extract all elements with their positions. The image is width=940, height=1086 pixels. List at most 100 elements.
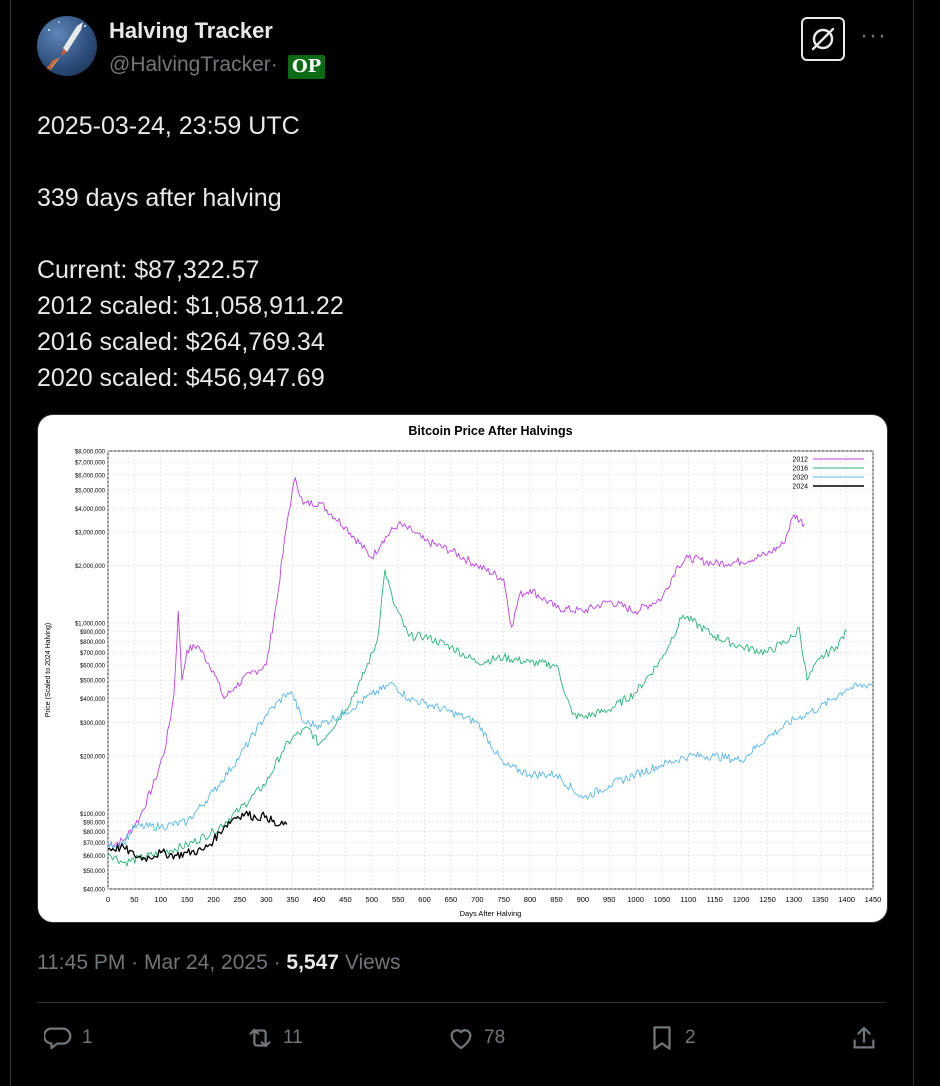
post-date[interactable]: Mar 24, 2025 bbox=[144, 951, 268, 974]
grok-button[interactable] bbox=[801, 17, 845, 61]
tweet-line-2012: 2012 scaled: $1,058,911.22 bbox=[37, 292, 344, 320]
x-tick-label: 400 bbox=[313, 895, 326, 904]
x-tick-label: 150 bbox=[181, 895, 194, 904]
legend-label: 2024 bbox=[792, 484, 808, 491]
y-tick-label: $800,000 bbox=[80, 640, 106, 646]
y-tick-label: $80,000 bbox=[83, 830, 105, 836]
y-tick-label: $500,000 bbox=[80, 679, 106, 685]
legend-label: 2020 bbox=[792, 475, 808, 482]
x-tick-label: 1150 bbox=[707, 895, 723, 904]
author-handle[interactable]: @HalvingTracker· bbox=[109, 53, 278, 76]
x-tick-label: 1300 bbox=[786, 895, 803, 904]
views-label: Views bbox=[338, 951, 401, 974]
retweet-icon bbox=[249, 1028, 271, 1048]
x-tick-label: 1100 bbox=[680, 895, 696, 904]
x-tick-label: 1350 bbox=[812, 895, 829, 904]
like-count: 78 bbox=[484, 1027, 506, 1048]
y-tick-label: $2,000,000 bbox=[75, 564, 106, 570]
tweet-line-days: 339 days after halving bbox=[37, 184, 282, 212]
x-tick-label: 850 bbox=[550, 895, 563, 904]
y-tick-label: $300,000 bbox=[80, 721, 106, 727]
x-tick-label: 100 bbox=[155, 895, 168, 904]
share-button[interactable] bbox=[849, 1020, 879, 1056]
x-tick-label: 1450 bbox=[865, 895, 882, 904]
x-tick-label: 700 bbox=[471, 895, 484, 904]
x-tick-label: 1400 bbox=[838, 895, 855, 904]
legend-label: 2012 bbox=[792, 457, 808, 464]
bookmark-button[interactable]: 2 bbox=[647, 1020, 696, 1056]
reply-button[interactable]: 1 bbox=[44, 1020, 93, 1056]
y-tick-label: $40,000 bbox=[83, 888, 105, 894]
x-tick-label: 200 bbox=[207, 895, 220, 904]
chart-title: Bitcoin Price After Halvings bbox=[408, 424, 572, 438]
divider bbox=[37, 1002, 886, 1003]
y-tick-label: $70,000 bbox=[83, 841, 105, 847]
more-icon[interactable]: ··· bbox=[860, 22, 887, 49]
series-line-2020 bbox=[107, 681, 874, 849]
reply-count: 1 bbox=[82, 1027, 93, 1048]
tweet-meta: 11:45 PM · Mar 24, 2025 · 5,547 Views bbox=[37, 951, 400, 975]
x-tick-label: 750 bbox=[497, 895, 510, 904]
retweet-button[interactable]: 11 bbox=[245, 1020, 303, 1056]
avatar[interactable] bbox=[37, 16, 97, 76]
x-tick-label: 0 bbox=[106, 895, 110, 904]
y-tick-label: $700,000 bbox=[80, 651, 106, 657]
y-tick-label: $3,000,000 bbox=[75, 531, 106, 537]
y-tick-label: $600,000 bbox=[80, 664, 106, 670]
chart: 0 50 100 150 200 250 300 350 400 450 500 550 600 650 7… bbox=[45, 424, 882, 918]
x-tick-label: 1250 bbox=[759, 895, 776, 904]
series-line-2012 bbox=[107, 477, 805, 848]
views-count: 5,547 bbox=[286, 951, 339, 974]
x-tick-label: 550 bbox=[392, 895, 405, 904]
y-tick-label: $90,000 bbox=[83, 820, 105, 826]
rocket-icon bbox=[41, 21, 86, 76]
x-tick-label: 1050 bbox=[654, 895, 671, 904]
retweet-count: 11 bbox=[283, 1027, 303, 1048]
y-tick-label: $4,000,000 bbox=[75, 507, 106, 513]
y-tick-label: $200,000 bbox=[80, 754, 106, 760]
tweet-line-current: Current: $87,322.57 bbox=[37, 256, 260, 284]
x-tick-label: 1200 bbox=[733, 895, 750, 904]
series-line-2024 bbox=[107, 810, 288, 862]
like-button[interactable]: 78 bbox=[446, 1020, 505, 1056]
author-name[interactable]: Halving Tracker bbox=[109, 18, 273, 43]
plot-area bbox=[107, 450, 874, 890]
y-tick-label: $100,000 bbox=[80, 812, 106, 818]
tweet-line-2016: 2016 scaled: $264,769.34 bbox=[37, 328, 325, 356]
x-tick-label: 900 bbox=[577, 895, 590, 904]
y-tick-label: $400,000 bbox=[80, 697, 106, 703]
y-tick-label: $8,000,000 bbox=[75, 450, 106, 456]
y-tick-label: $5,000,000 bbox=[75, 488, 106, 494]
post-time[interactable]: 11:45 PM bbox=[37, 951, 126, 974]
chart-legend: 2012 2016 2020 2024 bbox=[792, 457, 864, 491]
y-tick-label: $60,000 bbox=[83, 854, 105, 860]
x-tick-label: 950 bbox=[603, 895, 616, 904]
heart-icon bbox=[450, 1029, 472, 1050]
x-tick-label: 350 bbox=[286, 895, 299, 904]
chart-image[interactable]: 0 50 100 150 200 250 300 350 400 450 500 550 600 650 7… bbox=[37, 414, 888, 923]
bookmark-icon bbox=[653, 1026, 671, 1050]
y-tick-label: $50,000 bbox=[83, 869, 105, 875]
x-tick-label: 300 bbox=[260, 895, 273, 904]
x-tick-label: 250 bbox=[234, 895, 247, 904]
x-tick-label: 600 bbox=[418, 895, 431, 904]
meta-separator: · bbox=[125, 951, 144, 974]
x-tick-label: 50 bbox=[130, 895, 138, 904]
series-line-2016 bbox=[107, 569, 847, 867]
legend-label: 2016 bbox=[792, 466, 808, 473]
y-tick-label: $7,000,000 bbox=[75, 461, 106, 467]
x-axis-label: Days After Halving bbox=[460, 909, 522, 918]
y-tick-label: $6,000,000 bbox=[75, 473, 106, 479]
x-tick-label: 450 bbox=[339, 895, 352, 904]
share-icon bbox=[853, 1026, 875, 1049]
y-tick-label: $1,000,000 bbox=[75, 621, 106, 627]
x-tick-label: 500 bbox=[366, 895, 379, 904]
x-tick-label: 1000 bbox=[627, 895, 644, 904]
grok-icon bbox=[811, 27, 835, 51]
tweet-line-2020: 2020 scaled: $456,947.69 bbox=[37, 364, 325, 392]
meta-separator: · bbox=[267, 951, 287, 974]
bookmark-count: 2 bbox=[685, 1027, 696, 1048]
x-tick-label: 650 bbox=[445, 895, 458, 904]
x-tick-label: 800 bbox=[524, 895, 537, 904]
y-axis-label: Price (Scaled to 2024 Halving) bbox=[45, 623, 52, 718]
